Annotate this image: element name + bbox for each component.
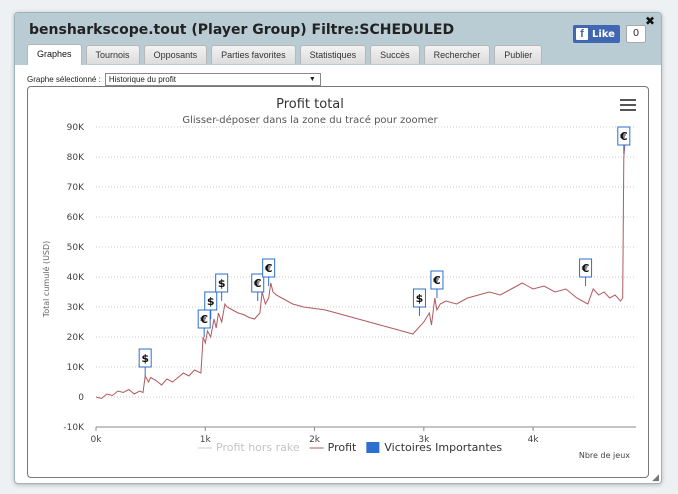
- big-win-marker: $: [215, 273, 229, 301]
- y-tick-label: 50K: [67, 243, 85, 253]
- big-win-marker-box: [204, 291, 218, 311]
- profit-chart[interactable]: Profit total Glisser-déposer dans la zon…: [28, 87, 648, 477]
- x-axis-label: Nbre de jeux: [579, 451, 630, 460]
- y-tick-label: 80K: [67, 153, 85, 163]
- sharkscope-window: bensharkscope.tout (Player Group) Filtre…: [14, 12, 662, 484]
- big-win-marker-symbol: $: [416, 292, 424, 305]
- chart-subtitle: Glisser-déposer dans la zone du tracé po…: [182, 114, 438, 126]
- chart-menu-icon[interactable]: [620, 99, 636, 111]
- tab-tournois[interactable]: Tournois: [85, 45, 140, 64]
- big-win-marker-box: [412, 288, 426, 308]
- big-win-marker-box: [579, 258, 593, 278]
- y-tick-label: -10K: [63, 423, 85, 433]
- legend-item: Profit: [328, 441, 357, 454]
- big-win-marker: €: [617, 126, 631, 154]
- big-win-marker-symbol: €: [199, 313, 208, 326]
- resize-handle-icon[interactable]: ◢: [652, 473, 659, 483]
- x-tick-label: 0k: [91, 435, 103, 445]
- y-tick-label: 10K: [67, 363, 85, 373]
- y-tick-label: 40K: [67, 273, 85, 283]
- big-win-marker: €: [251, 273, 265, 301]
- graph-select-value: Historique du profit: [108, 75, 176, 84]
- tab-rechercher[interactable]: Rechercher: [423, 45, 491, 64]
- big-win-marker-box: [251, 273, 265, 293]
- big-win-marker-box: [197, 309, 211, 329]
- graph-select[interactable]: Historique du profit ▼: [104, 73, 321, 86]
- big-win-marker-symbol: €: [432, 274, 441, 287]
- y-tick-label: 30K: [67, 303, 85, 313]
- facebook-like-count: 0: [626, 25, 646, 43]
- close-icon[interactable]: ✖: [644, 14, 655, 28]
- legend-swatch: [366, 442, 380, 453]
- title-bar: bensharkscope.tout (Player Group) Filtre…: [15, 13, 661, 65]
- chart-title: Profit total: [276, 97, 344, 112]
- big-win-marker-symbol: €: [264, 262, 273, 275]
- tab-opposants[interactable]: Opposants: [143, 45, 208, 64]
- x-tick-label: 4k: [528, 435, 540, 445]
- big-win-marker: €: [579, 258, 593, 286]
- big-win-marker-symbol: €: [253, 277, 262, 290]
- y-axis-label: Total cumulé (USD): [41, 241, 51, 319]
- tab-bar: Graphes Tournois Opposants Parties favor…: [27, 44, 546, 65]
- big-win-marker: €: [430, 270, 444, 298]
- y-tick-label: 90K: [67, 123, 85, 133]
- graph-selector-row: Graphe sélectionné : Historique du profi…: [27, 73, 321, 86]
- big-win-marker-symbol: $: [141, 352, 149, 365]
- tab-graphes[interactable]: Graphes: [27, 44, 82, 65]
- legend-item: Profit hors rake: [216, 441, 300, 454]
- big-win-marker: $: [204, 291, 218, 319]
- big-win-marker-symbol: €: [619, 130, 628, 143]
- big-win-marker-box: [215, 273, 229, 293]
- y-tick-label: 60K: [67, 213, 85, 223]
- graph-selector-label: Graphe sélectionné :: [27, 75, 101, 84]
- big-win-marker: $: [138, 348, 152, 376]
- big-win-marker-box: [617, 126, 631, 146]
- y-tick-label: 20K: [67, 333, 85, 343]
- tab-statistiques[interactable]: Statistiques: [299, 45, 367, 64]
- dropdown-arrow-icon: ▼: [308, 76, 316, 83]
- x-tick-label: 1k: [200, 435, 212, 445]
- facebook-like-button[interactable]: f Like: [573, 25, 620, 43]
- tab-parties-favorites[interactable]: Parties favorites: [211, 45, 296, 64]
- chart-container: Profit total Glisser-déposer dans la zon…: [27, 86, 649, 478]
- tab-succes[interactable]: Succès: [370, 45, 420, 64]
- facebook-like-label: Like: [592, 28, 615, 40]
- facebook-icon: f: [576, 28, 588, 40]
- y-tick-label: 70K: [67, 183, 85, 193]
- tab-publier[interactable]: Publier: [494, 45, 543, 64]
- series-line-profit: [95, 144, 626, 400]
- big-win-marker-box: [262, 258, 276, 278]
- x-tick-label: 2k: [309, 435, 321, 445]
- big-win-marker-box: [430, 270, 444, 290]
- x-tick-label: 3k: [418, 435, 430, 445]
- big-win-marker: €: [197, 309, 211, 337]
- big-win-marker-symbol: $: [207, 295, 215, 308]
- big-win-marker-symbol: €: [581, 262, 590, 275]
- window-title: bensharkscope.tout (Player Group) Filtre…: [29, 22, 455, 38]
- big-win-marker: €: [262, 258, 276, 286]
- legend-item: Victoires Importantes: [384, 441, 502, 454]
- big-win-marker: $: [412, 288, 426, 316]
- big-win-marker-box: [138, 348, 152, 368]
- big-win-marker-symbol: $: [218, 277, 226, 290]
- y-tick-label: 0: [78, 393, 84, 403]
